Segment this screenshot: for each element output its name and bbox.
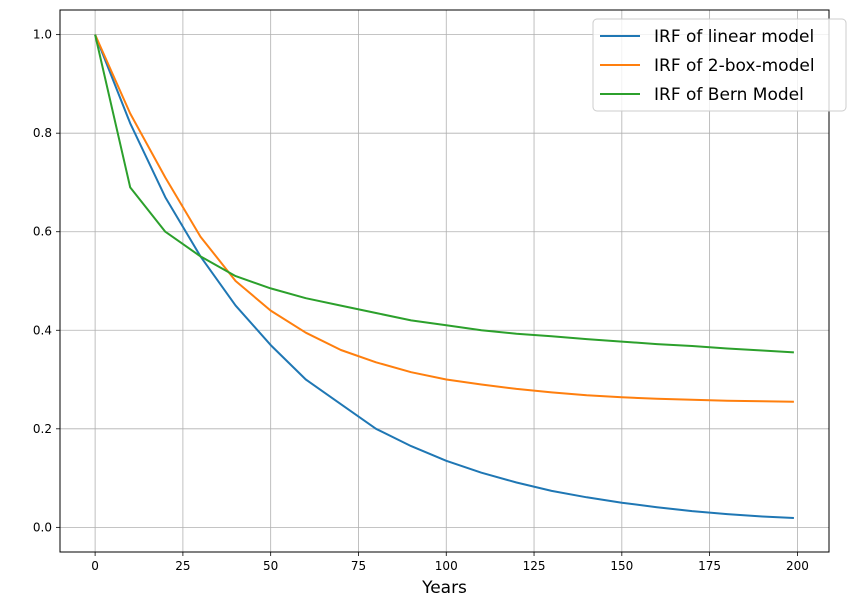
y-tick-label: 0.8 <box>33 126 52 140</box>
x-tick-label: 175 <box>698 559 721 573</box>
y-tick-label: 0.2 <box>33 422 52 436</box>
legend: IRF of linear model IRF of 2-box-model IRF… <box>592 18 847 112</box>
series-line-3 <box>94 34 794 354</box>
x-tick-label: 75 <box>351 559 366 573</box>
plot-frame <box>59 9 830 553</box>
series-line-2 <box>94 34 794 403</box>
legend-label: IRF of 2-box-model <box>654 56 815 76</box>
x-tick-label: 125 <box>523 559 546 573</box>
x-tick-label: 50 <box>263 559 278 573</box>
series-line-1 <box>94 34 794 519</box>
grid-layer <box>60 10 829 552</box>
legend-box <box>592 18 847 112</box>
ticks-layer: 0 25 50 75 100 125 150 175 200 0.0 0.2 0.4 0.6 0.8 1.0 <box>33 28 809 573</box>
y-tick-label: 0.4 <box>33 323 52 337</box>
legend-label: IRF of Bern Model <box>654 85 804 105</box>
x-tick-label: 100 <box>435 559 458 573</box>
x-tick-label: 25 <box>175 559 190 573</box>
y-tick-label: 0.0 <box>33 520 52 534</box>
series-layer <box>94 34 794 519</box>
y-tick-label: 1.0 <box>33 28 52 42</box>
x-tick-label: 0 <box>91 559 99 573</box>
y-tick-label: 0.6 <box>33 225 52 239</box>
x-tick-label: 150 <box>610 559 633 573</box>
x-axis-title: Years <box>421 578 467 598</box>
x-tick-label: 200 <box>786 559 809 573</box>
legend-label: IRF of linear model <box>654 27 814 47</box>
